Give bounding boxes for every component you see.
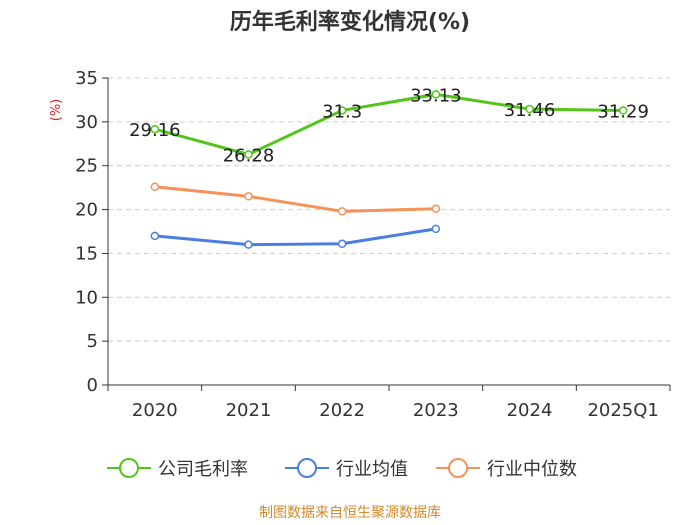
- legend-label: 行业均值: [336, 459, 408, 480]
- data-point: [244, 150, 253, 159]
- data-point: [431, 204, 441, 213]
- y-tick-label: 0: [87, 375, 98, 396]
- data-point: [244, 192, 253, 201]
- y-tick-label: 15: [75, 243, 98, 264]
- series-line-1: [154, 227, 437, 247]
- legend-swatch-marker: [448, 458, 468, 478]
- data-label: 29.16: [129, 120, 181, 141]
- legend-item[interactable]: 行业中位数: [436, 458, 577, 480]
- data-point: [431, 224, 441, 234]
- data-point: [525, 104, 534, 114]
- data-point: [244, 240, 253, 249]
- data-label: 33.13: [410, 85, 462, 106]
- x-tick-label: 2024: [507, 400, 553, 421]
- chart-title: 历年毛利率变化情况(%): [230, 9, 470, 35]
- data-point: [337, 207, 347, 216]
- data-label: 31.3: [322, 101, 362, 122]
- data-point: [150, 231, 160, 241]
- data-point: [337, 106, 347, 115]
- legend-label: 公司毛利率: [158, 459, 248, 480]
- data-label: 26.28: [223, 145, 275, 166]
- series-line-0: [154, 92, 624, 156]
- y-tick-label: 10: [75, 287, 98, 308]
- data-point: [337, 239, 347, 249]
- legend-swatch-marker: [297, 458, 317, 478]
- legend-item[interactable]: 行业均值: [285, 458, 408, 480]
- y-tick-label: 25: [75, 156, 98, 177]
- series-line-2: [154, 185, 436, 213]
- y-tick-label: 5: [87, 331, 98, 352]
- legend-swatch-marker: [119, 458, 139, 478]
- y-axis-label: (%): [49, 99, 64, 122]
- data-point: [150, 124, 160, 134]
- x-tick-label: 2021: [226, 400, 272, 421]
- data-point: [150, 182, 160, 192]
- x-tick-label: 2020: [132, 400, 178, 421]
- data-source-note: 制图数据来自恒生聚源数据库: [259, 505, 441, 521]
- y-tick-label: 35: [75, 68, 98, 89]
- data-point: [431, 90, 441, 99]
- data-label: 31.46: [504, 100, 556, 121]
- y-tick-label: 20: [75, 200, 98, 221]
- y-tick-label: 30: [75, 112, 98, 133]
- x-tick-label: 2022: [319, 400, 365, 421]
- data-point: [618, 106, 628, 115]
- x-tick-label: 2025Q1: [587, 400, 658, 421]
- data-label: 31.29: [597, 102, 649, 123]
- legend-item[interactable]: 公司毛利率: [107, 458, 248, 480]
- x-tick-label: 2023: [413, 400, 459, 421]
- legend-label: 行业中位数: [487, 459, 577, 480]
